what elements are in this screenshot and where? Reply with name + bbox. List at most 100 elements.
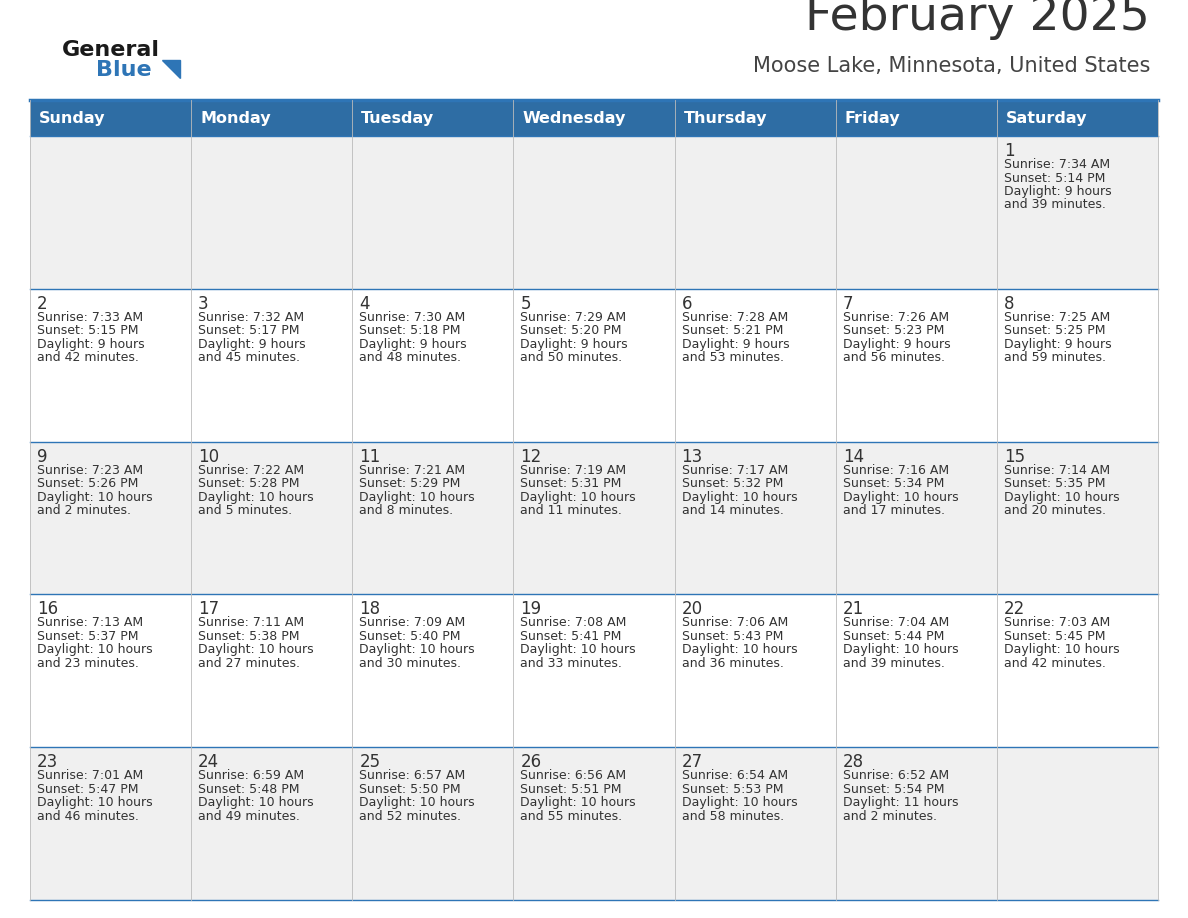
Text: and 49 minutes.: and 49 minutes. (198, 810, 301, 823)
Text: Sunrise: 7:19 AM: Sunrise: 7:19 AM (520, 464, 626, 476)
Bar (513, 289, 675, 442)
Text: 16: 16 (37, 600, 58, 619)
Text: Sunrise: 7:26 AM: Sunrise: 7:26 AM (842, 311, 949, 324)
Text: Sunrise: 7:29 AM: Sunrise: 7:29 AM (520, 311, 626, 324)
Text: 12: 12 (520, 448, 542, 465)
Text: and 23 minutes.: and 23 minutes. (37, 657, 139, 670)
Text: Daylight: 10 hours: Daylight: 10 hours (37, 644, 152, 656)
Bar (835, 289, 997, 442)
Text: Sunrise: 7:14 AM: Sunrise: 7:14 AM (1004, 464, 1110, 476)
Text: and 27 minutes.: and 27 minutes. (198, 657, 301, 670)
Text: Sunrise: 7:34 AM: Sunrise: 7:34 AM (1004, 158, 1110, 171)
Text: and 20 minutes.: and 20 minutes. (1004, 504, 1106, 517)
Text: Sunrise: 6:57 AM: Sunrise: 6:57 AM (359, 769, 466, 782)
Text: Daylight: 11 hours: Daylight: 11 hours (842, 796, 959, 809)
Text: Sunrise: 7:13 AM: Sunrise: 7:13 AM (37, 616, 143, 630)
Text: Sunset: 5:23 PM: Sunset: 5:23 PM (842, 324, 944, 337)
Text: 23: 23 (37, 753, 58, 771)
Bar (191, 442, 353, 594)
Bar (675, 289, 835, 442)
Text: Sunrise: 7:11 AM: Sunrise: 7:11 AM (198, 616, 304, 630)
Text: and 11 minutes.: and 11 minutes. (520, 504, 623, 517)
Text: 13: 13 (682, 448, 703, 465)
Text: Sunset: 5:21 PM: Sunset: 5:21 PM (682, 324, 783, 337)
Text: and 53 minutes.: and 53 minutes. (682, 352, 784, 364)
Text: Saturday: Saturday (1006, 110, 1087, 126)
Bar (513, 594, 675, 747)
Bar (353, 100, 513, 136)
Bar (675, 594, 835, 747)
Text: Sunset: 5:47 PM: Sunset: 5:47 PM (37, 783, 139, 796)
Text: 21: 21 (842, 600, 864, 619)
Text: and 52 minutes.: and 52 minutes. (359, 810, 461, 823)
Text: Daylight: 10 hours: Daylight: 10 hours (198, 796, 314, 809)
Text: Sunrise: 7:17 AM: Sunrise: 7:17 AM (682, 464, 788, 476)
Text: Sunset: 5:14 PM: Sunset: 5:14 PM (1004, 172, 1105, 185)
Text: Sunrise: 7:22 AM: Sunrise: 7:22 AM (198, 464, 304, 476)
Text: February 2025: February 2025 (805, 0, 1150, 40)
Bar (191, 100, 353, 136)
Bar (997, 594, 1158, 747)
Text: and 8 minutes.: and 8 minutes. (359, 504, 454, 517)
Bar (30, 594, 191, 747)
Text: Sunrise: 7:30 AM: Sunrise: 7:30 AM (359, 311, 466, 324)
Text: and 45 minutes.: and 45 minutes. (198, 352, 301, 364)
Text: Daylight: 10 hours: Daylight: 10 hours (842, 644, 959, 656)
Text: Sunrise: 6:59 AM: Sunrise: 6:59 AM (198, 769, 304, 782)
Bar (997, 442, 1158, 594)
Bar (30, 100, 191, 136)
Text: 8: 8 (1004, 295, 1015, 313)
Text: Sunrise: 7:32 AM: Sunrise: 7:32 AM (198, 311, 304, 324)
Text: Sunset: 5:26 PM: Sunset: 5:26 PM (37, 477, 138, 490)
Text: Friday: Friday (845, 110, 901, 126)
Text: General: General (62, 40, 160, 60)
Text: Sunset: 5:17 PM: Sunset: 5:17 PM (198, 324, 299, 337)
Bar (30, 747, 191, 900)
Bar (675, 747, 835, 900)
Text: Blue: Blue (96, 60, 152, 80)
Bar (353, 594, 513, 747)
Bar (675, 100, 835, 136)
Text: and 39 minutes.: and 39 minutes. (1004, 198, 1106, 211)
Text: Daylight: 10 hours: Daylight: 10 hours (842, 490, 959, 504)
Bar (835, 136, 997, 289)
Text: and 56 minutes.: and 56 minutes. (842, 352, 944, 364)
Text: 20: 20 (682, 600, 702, 619)
Text: Monday: Monday (200, 110, 271, 126)
Text: Sunrise: 7:16 AM: Sunrise: 7:16 AM (842, 464, 949, 476)
Text: 28: 28 (842, 753, 864, 771)
Text: 7: 7 (842, 295, 853, 313)
Text: Sunset: 5:34 PM: Sunset: 5:34 PM (842, 477, 944, 490)
Text: 19: 19 (520, 600, 542, 619)
Text: and 30 minutes.: and 30 minutes. (359, 657, 461, 670)
Text: Daylight: 10 hours: Daylight: 10 hours (359, 796, 475, 809)
Text: Sunset: 5:41 PM: Sunset: 5:41 PM (520, 630, 621, 643)
Text: and 36 minutes.: and 36 minutes. (682, 657, 783, 670)
Text: Sunrise: 7:25 AM: Sunrise: 7:25 AM (1004, 311, 1110, 324)
Text: 26: 26 (520, 753, 542, 771)
Text: Sunset: 5:54 PM: Sunset: 5:54 PM (842, 783, 944, 796)
Text: Sunrise: 7:06 AM: Sunrise: 7:06 AM (682, 616, 788, 630)
Text: Sunset: 5:44 PM: Sunset: 5:44 PM (842, 630, 944, 643)
Text: Sunset: 5:15 PM: Sunset: 5:15 PM (37, 324, 139, 337)
Text: and 50 minutes.: and 50 minutes. (520, 352, 623, 364)
Bar (513, 442, 675, 594)
Text: Sunrise: 7:28 AM: Sunrise: 7:28 AM (682, 311, 788, 324)
Text: Sunset: 5:37 PM: Sunset: 5:37 PM (37, 630, 139, 643)
Text: Daylight: 10 hours: Daylight: 10 hours (37, 490, 152, 504)
Text: Sunset: 5:18 PM: Sunset: 5:18 PM (359, 324, 461, 337)
Text: and 46 minutes.: and 46 minutes. (37, 810, 139, 823)
Bar (675, 442, 835, 594)
Text: Sunday: Sunday (39, 110, 106, 126)
Bar (191, 747, 353, 900)
Bar (30, 136, 191, 289)
Bar (997, 136, 1158, 289)
Text: 6: 6 (682, 295, 693, 313)
Text: and 2 minutes.: and 2 minutes. (37, 504, 131, 517)
Polygon shape (162, 60, 181, 78)
Text: 5: 5 (520, 295, 531, 313)
Text: and 5 minutes.: and 5 minutes. (198, 504, 292, 517)
Bar (997, 100, 1158, 136)
Text: Sunrise: 6:56 AM: Sunrise: 6:56 AM (520, 769, 626, 782)
Bar (513, 747, 675, 900)
